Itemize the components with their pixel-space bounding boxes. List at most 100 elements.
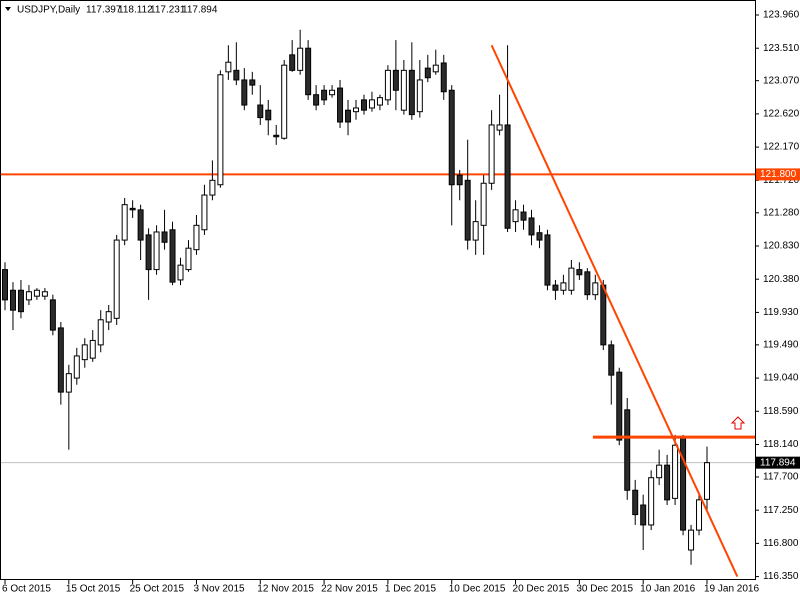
candle-body: [33, 289, 40, 297]
candle-body: [57, 327, 64, 393]
candle-body: [113, 239, 120, 319]
candle-body: [664, 464, 671, 501]
candle-body: [624, 409, 631, 491]
y-tick-label: 123.960: [763, 10, 800, 21]
y-tick-label: 118.140: [763, 439, 799, 450]
candle-body: [193, 224, 200, 251]
candle-body: [536, 232, 543, 241]
candle-body: [305, 47, 312, 96]
candle-body: [225, 61, 232, 73]
candle-body: [65, 373, 72, 393]
x-tick-label: 6 Oct 2015: [2, 584, 51, 595]
candle-body: [656, 464, 663, 479]
candle-body: [704, 462, 710, 500]
candle-body: [680, 436, 687, 531]
candle-body: [544, 234, 551, 286]
price-label-box: [756, 456, 800, 469]
candle-body: [472, 221, 479, 241]
y-tick-label: 119.490: [763, 340, 799, 351]
candle-body: [424, 67, 431, 79]
candle-body: [440, 62, 447, 93]
y-tick-label: 121.720: [763, 175, 800, 186]
candle-body: [584, 271, 591, 296]
y-tick-label: 120.380: [763, 274, 800, 285]
candle-body: [185, 247, 192, 271]
candle-body: [353, 107, 359, 113]
candle-body: [2, 269, 8, 301]
candle-body: [568, 267, 575, 291]
candle-body: [400, 69, 407, 111]
y-tick-label: 117.700: [763, 472, 799, 483]
header-high: 118.112: [118, 5, 153, 16]
y-tick-label: 116.800: [763, 538, 799, 549]
candle-body: [161, 231, 168, 243]
candle-body: [416, 79, 423, 113]
y-tick-label: 123.070: [763, 75, 800, 86]
candle-body: [145, 234, 152, 271]
x-tick-label: 19 Jan 2016: [704, 584, 759, 595]
candle-body: [289, 54, 296, 71]
x-tick-label: 3 Nov 2015: [193, 584, 245, 595]
candle-body: [49, 299, 56, 331]
candle-body: [313, 94, 320, 106]
x-tick-label: 20 Dec 2015: [513, 584, 570, 595]
candle-body: [129, 207, 136, 211]
candle-body: [456, 174, 463, 186]
x-tick-label: 30 Dec 2015: [576, 584, 633, 595]
candle-body: [608, 344, 615, 376]
y-tick-label: 122.620: [763, 109, 800, 120]
candle-body: [512, 209, 519, 223]
candle-body: [89, 339, 96, 359]
candle-body: [552, 284, 559, 291]
candle-body: [640, 504, 647, 526]
x-tick-label: 15 Oct 2015: [66, 584, 121, 595]
candle-body: [169, 229, 176, 283]
candle-body: [73, 355, 80, 379]
candle-body: [464, 179, 471, 241]
candle-body: [241, 79, 248, 106]
candle-body: [41, 291, 48, 297]
x-tick-label: 10 Jan 2016: [640, 584, 695, 595]
candle-body: [392, 69, 399, 91]
candle-body: [81, 344, 88, 361]
y-tick-label: 116.350: [763, 571, 799, 582]
candle-body: [504, 124, 511, 229]
chart-title: USDJPY,Daily: [17, 5, 80, 16]
candle-body: [9, 289, 16, 311]
candle-body: [25, 291, 32, 301]
candle-body: [632, 489, 639, 516]
y-tick-label: 118.590: [763, 406, 799, 417]
candle-body: [273, 134, 280, 138]
candle-body: [17, 289, 24, 313]
candle-body: [297, 47, 304, 71]
alert-arrow: [730, 416, 746, 430]
candle-body: [217, 74, 224, 186]
candle-body: [696, 499, 703, 531]
candle-body: [480, 182, 487, 226]
candle-body: [648, 477, 655, 526]
candle-body: [360, 99, 367, 111]
candle-body: [592, 282, 599, 296]
candle-body: [249, 79, 256, 86]
header-low: 117.231: [150, 5, 186, 16]
candle-body: [384, 69, 391, 101]
y-tick-label: 121.280: [763, 207, 800, 218]
candle-body: [408, 69, 415, 116]
candle-body: [528, 217, 535, 236]
candle-body: [281, 64, 288, 139]
x-tick-label: 10 Dec 2015: [449, 584, 506, 595]
candle-body: [488, 124, 495, 184]
candle-body: [97, 319, 104, 346]
x-tick-label: 12 Nov 2015: [257, 584, 314, 595]
candle-body: [448, 89, 455, 186]
candle-body: [688, 529, 695, 551]
candle-body: [337, 87, 344, 123]
candle-body: [177, 264, 184, 281]
candle-body: [233, 69, 240, 81]
candle-body: [257, 104, 264, 119]
x-tick-label: 25 Oct 2015: [130, 584, 185, 595]
x-tick-label: 22 Nov 2015: [321, 584, 378, 595]
candle-body: [616, 371, 623, 441]
x-tick-label: 1 Dec 2015: [385, 584, 437, 595]
candle-body: [368, 99, 375, 109]
